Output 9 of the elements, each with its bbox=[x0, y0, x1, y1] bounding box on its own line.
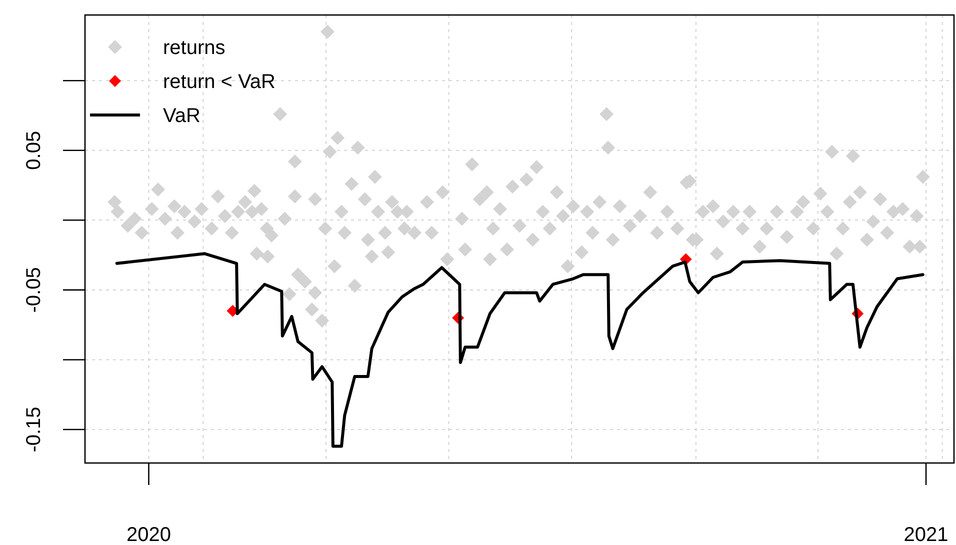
y-tick-label: -0.05 bbox=[23, 267, 45, 313]
y-tick-label: -0.15 bbox=[23, 406, 45, 452]
x-tick-label: 2021 bbox=[904, 524, 948, 545]
x-tick-label: 2020 bbox=[126, 524, 171, 545]
legend-label: return < VaR bbox=[163, 71, 276, 93]
y-tick-label: 0.05 bbox=[23, 130, 45, 170]
legend-label: VaR bbox=[163, 105, 200, 127]
line-series bbox=[115, 252, 924, 448]
legend-label: returns bbox=[163, 37, 226, 59]
